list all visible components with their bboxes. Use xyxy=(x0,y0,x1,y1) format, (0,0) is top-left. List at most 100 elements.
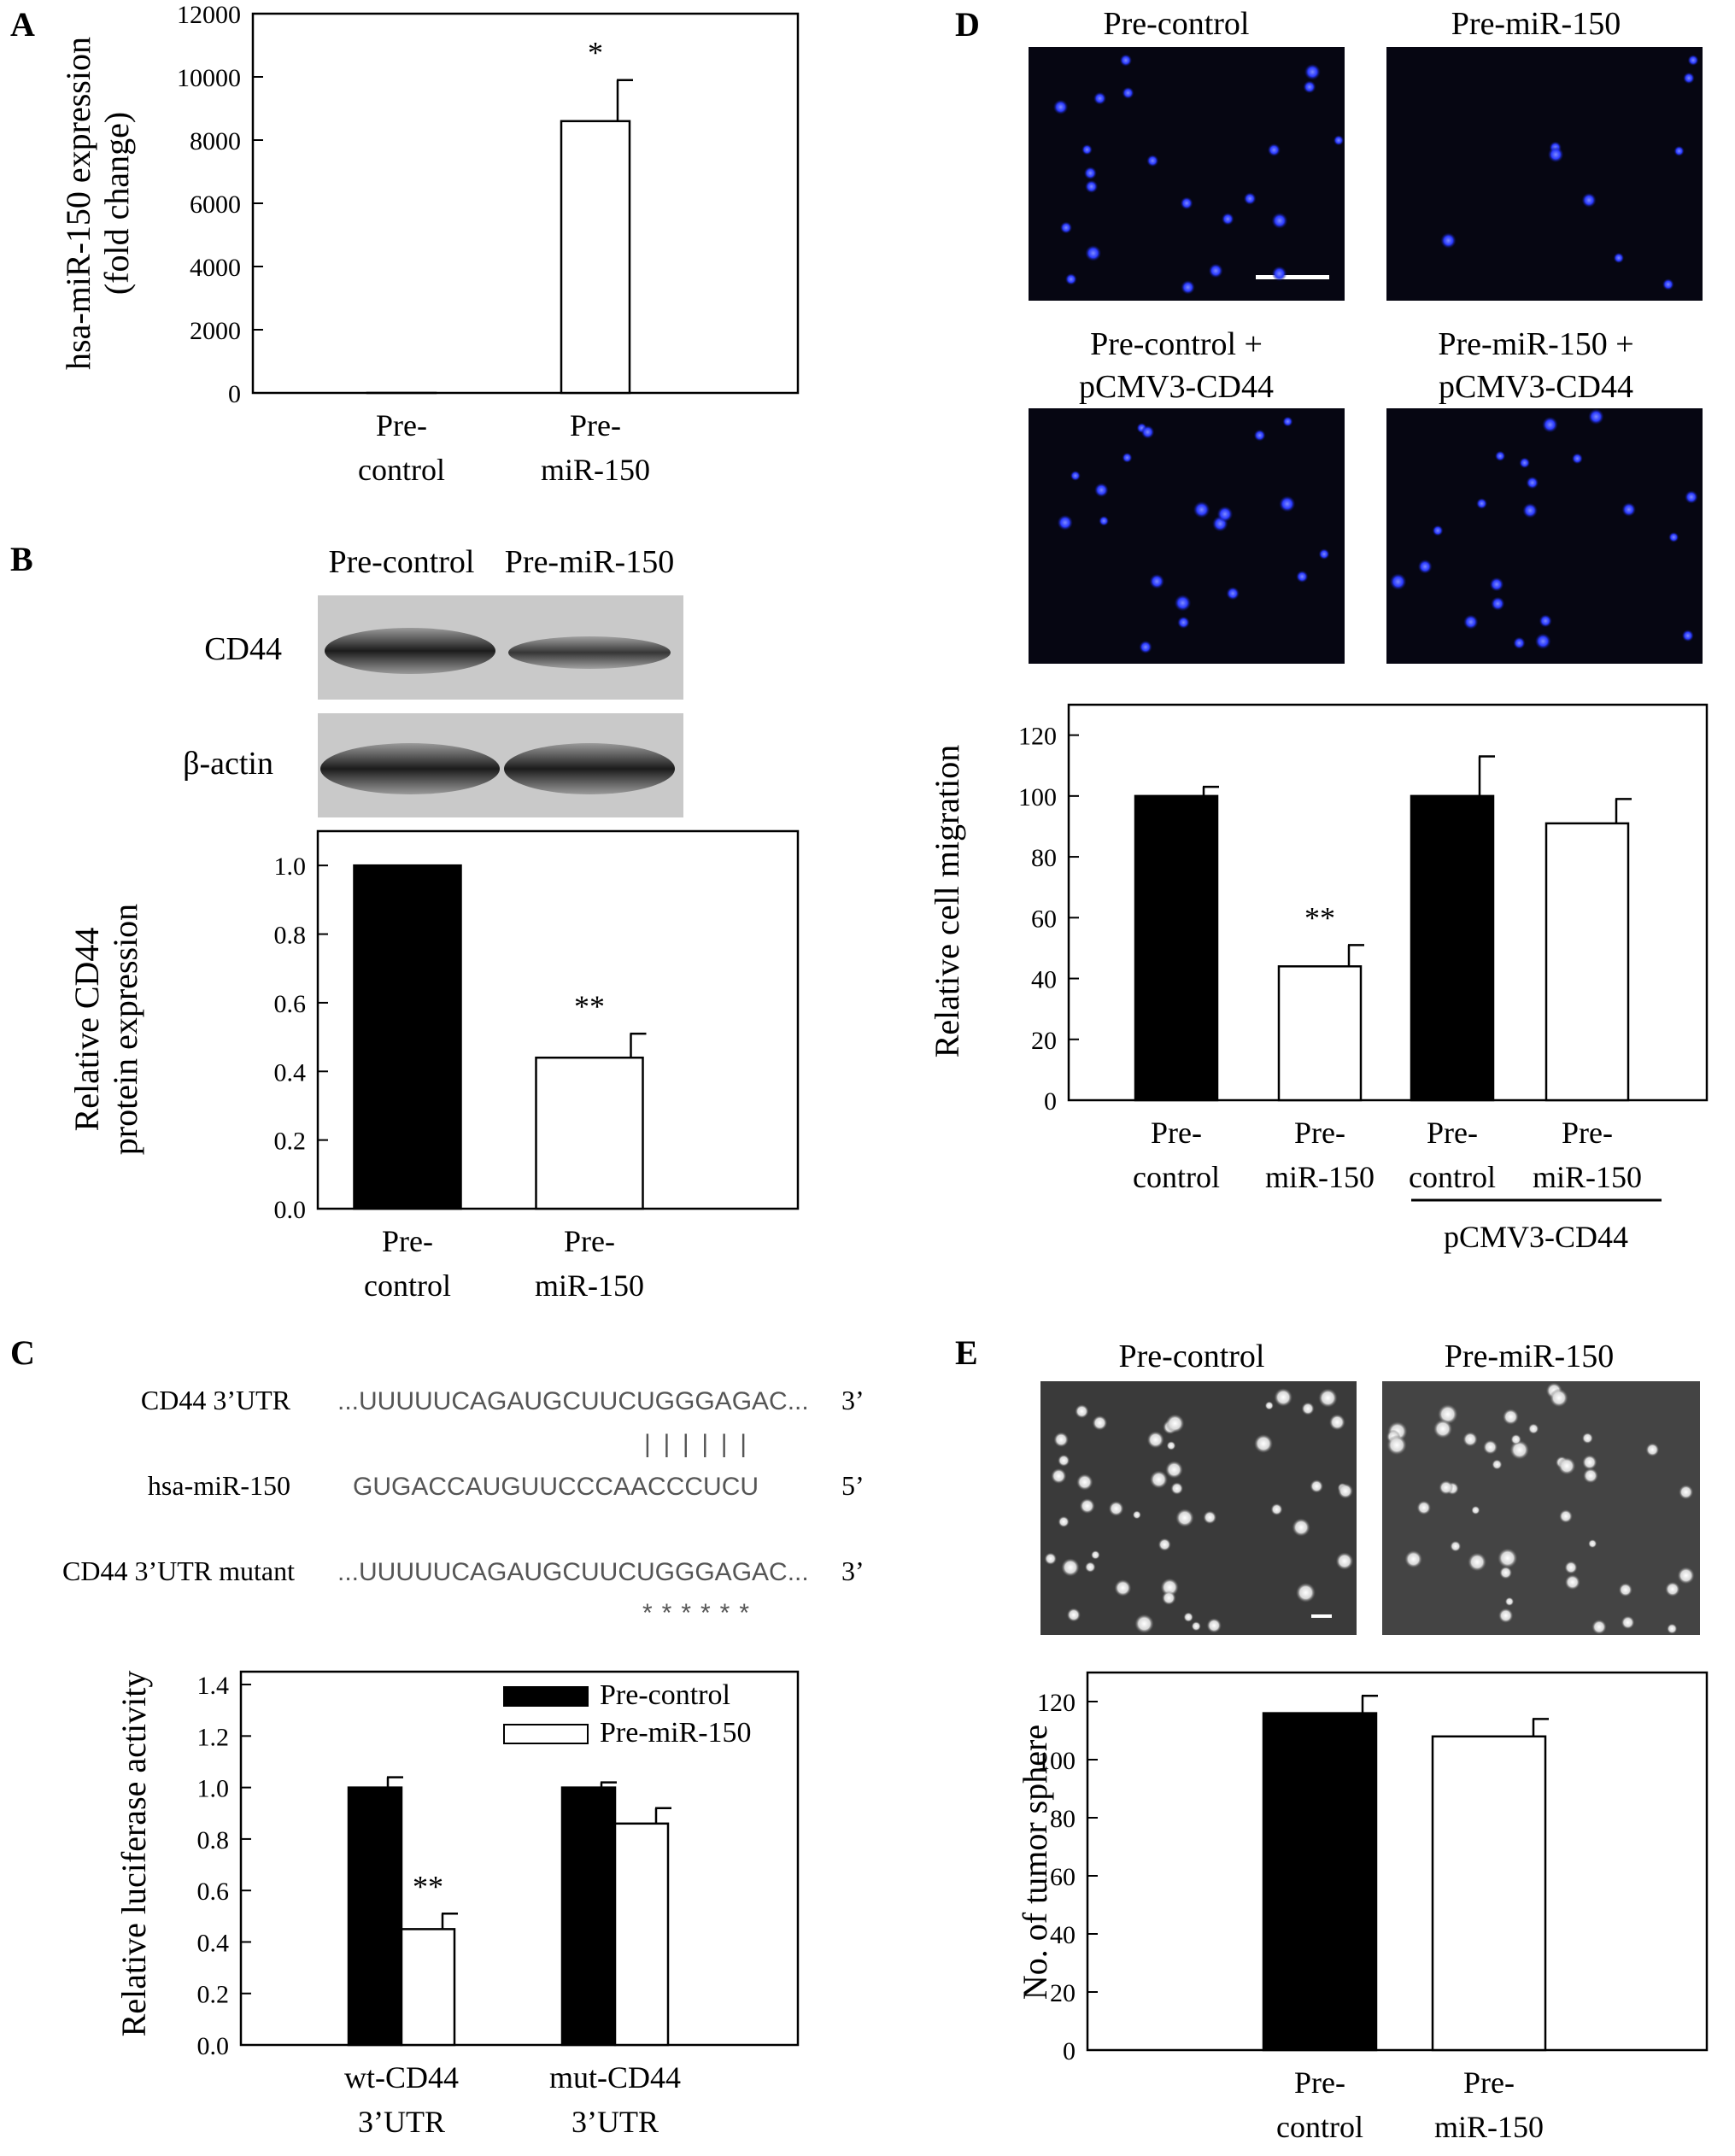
panel-letter-d: D xyxy=(955,5,980,44)
d-dots-dot-2-11 xyxy=(1282,416,1292,426)
e-dots-dot-0-26 xyxy=(1075,1404,1088,1418)
e-dots-dot-0-15 xyxy=(1310,1479,1323,1493)
e-dots-dot-0-3 xyxy=(1080,1498,1095,1514)
e-dots-dot-0-12 xyxy=(1147,1431,1164,1448)
d-dots-dot-0-12 xyxy=(1209,263,1223,278)
d-dots-dot-3-4 xyxy=(1522,503,1538,518)
e-dots-dot-0-11 xyxy=(1274,1388,1292,1407)
chart-d-annotation-1: ** xyxy=(1304,900,1335,934)
panel-letter-b: B xyxy=(10,540,33,578)
d-dots-dot-0-17 xyxy=(1272,266,1287,281)
chart-b-ylabel-1: protein expression xyxy=(106,904,144,1155)
chart-d-xlabel-1-0: Pre- xyxy=(1294,1116,1345,1150)
chart-a-xlabel-1-0: Pre- xyxy=(570,408,621,442)
chart-e-xlabel-1-0: Pre- xyxy=(1463,2065,1515,2100)
e-dots-dot-1-33 xyxy=(1471,1506,1480,1514)
chart-b-xlabel-1-1: miR-150 xyxy=(535,1268,644,1303)
align-end-mir150: 5’ xyxy=(841,1470,865,1501)
e-dots-dot-0-39 xyxy=(1167,1441,1176,1450)
chart-b-xlabel-0-0: Pre- xyxy=(382,1224,433,1258)
d-dots-dot-1-2 xyxy=(1673,146,1684,156)
chart-d-ytick-label-3: 60 xyxy=(1031,905,1057,933)
chart-c-xlabel-1-0: mut-CD44 xyxy=(549,2060,681,2094)
e-dots-dot-1-18 xyxy=(1564,1561,1577,1573)
d-dots-dot-3-12 xyxy=(1463,614,1479,630)
chart-e-ytick-label-0: 0 xyxy=(1063,2037,1076,2065)
align-pairing-bars: |||||| xyxy=(644,1430,747,1458)
chart-a-ylabel-1: (fold change) xyxy=(97,112,136,295)
chart-c-ytick-label-1: 0.2 xyxy=(197,1981,230,2009)
chart-a-ylabel-0: hsa-miR-150 expression xyxy=(59,37,97,370)
e-dots-dot-1-35 xyxy=(1621,1615,1635,1629)
blot-row-actin: β-actin xyxy=(183,746,273,782)
e-dots-dot-1-12 xyxy=(1667,1624,1677,1634)
chart-c-ytick-label-7: 1.4 xyxy=(197,1672,230,1700)
e-dots-dot-1-21 xyxy=(1619,1583,1632,1596)
d-dots-dot-3-17 xyxy=(1526,477,1539,489)
d-dots-dot-0-3 xyxy=(1065,273,1077,285)
d-dots-dot-1-6 xyxy=(1581,193,1596,208)
e-dots-dot-1-25 xyxy=(1582,1432,1593,1444)
chart-d-bar-0 xyxy=(1135,796,1217,1100)
d-dots-dot-1-7 xyxy=(1440,232,1457,249)
e-dots-dot-1-31 xyxy=(1550,1389,1568,1408)
d-dots-dot-0-0 xyxy=(1304,64,1321,80)
sequence-alignment: CD44 3’UTR ...UUUUUCAGAUGCUUCUGGGAGAC...… xyxy=(62,1385,865,1627)
chart-b-bar-0 xyxy=(355,865,461,1209)
e-dots-dot-1-24 xyxy=(1439,1480,1453,1495)
chart-c-bar-1-0 xyxy=(402,1929,454,2045)
align-seq-cd44-utr: ...UUUUUCAGAUGCUUCUGGGAGAC... xyxy=(337,1387,809,1415)
sphere-label-premir150: Pre-miR-150 xyxy=(1445,1339,1614,1374)
d-dots-dot-2-17 xyxy=(1216,506,1233,522)
d-dots-dot-0-1 xyxy=(1303,80,1316,93)
d-dots-dot-3-16 xyxy=(1519,457,1530,468)
d-dots-dot-3-9 xyxy=(1682,630,1694,642)
e-dots-dot-0-8 xyxy=(1058,1455,1070,1467)
d-dots-dot-2-9 xyxy=(1296,571,1308,583)
d-dots-dot-0-2 xyxy=(1181,196,1193,209)
western-blot: Pre-control Pre-miR-150 CD44 β-actin xyxy=(183,544,683,817)
e-dots-dot-0-2 xyxy=(1203,1510,1216,1524)
chart-d-xlabel-0-0: Pre- xyxy=(1151,1116,1202,1150)
d-dots-dot-0-11 xyxy=(1333,135,1344,145)
align-seq-mir150: GUGACCAUGUUCCCAACCCUCU xyxy=(353,1473,759,1501)
chart-d-ytick-label-1: 20 xyxy=(1031,1027,1057,1055)
chart-d-xlabel-2-0: Pre- xyxy=(1427,1116,1478,1150)
e-dots-dot-1-17 xyxy=(1679,1485,1693,1499)
d-dots-dot-0-15 xyxy=(1093,92,1106,105)
align-label-cd44-mutant: CD44 3’UTR mutant xyxy=(62,1555,295,1586)
chart-b-ytick-label-5: 1.0 xyxy=(274,852,307,881)
e-dots-dot-0-32 xyxy=(1133,1510,1141,1519)
e-dots-dot-1-27 xyxy=(1404,1550,1422,1568)
chart-a-ytick-label-3: 6000 xyxy=(190,190,241,219)
d-dots-dot-2-7 xyxy=(1139,641,1152,653)
chart-a-annotation-1: * xyxy=(588,36,603,70)
e-dots-dot-0-42 xyxy=(1270,1503,1282,1515)
e-dots-dot-0-40 xyxy=(1296,1583,1316,1602)
chart-d-ytick-label-4: 80 xyxy=(1031,844,1057,872)
chart-d-xlabel-2-1: control xyxy=(1409,1160,1496,1194)
d-dots-dot-1-5 xyxy=(1683,73,1695,85)
e-dots-dot-0-36 xyxy=(1053,1432,1069,1448)
image-precontrol xyxy=(1029,47,1345,301)
chart-d-group-label: pCMV3-CD44 xyxy=(1444,1220,1628,1254)
d-dots-dot-0-14 xyxy=(1268,144,1281,156)
d-dots-dot-2-13 xyxy=(1193,501,1210,518)
chart-b-ylabel-0: Relative CD44 xyxy=(67,928,106,1132)
d-dots-dot-3-14 xyxy=(1476,498,1487,509)
chart-d-bar-1 xyxy=(1279,966,1361,1100)
image-label-premir150-pcmv-a: Pre-miR-150 + xyxy=(1438,326,1633,362)
e-dots-dot-1-2 xyxy=(1503,1409,1519,1425)
e-dots-dot-0-9 xyxy=(1206,1618,1222,1633)
chart-c-ytick-label-5: 1.0 xyxy=(197,1775,230,1803)
chart-e-plot-frame xyxy=(1087,1673,1707,2050)
chart-d-ylabel-0: Relative cell migration xyxy=(928,745,966,1058)
chart-d-xlabel-1-1: miR-150 xyxy=(1265,1160,1375,1194)
blot-header-precontrol: Pre-control xyxy=(329,544,475,580)
e-dots-dot-1-37 xyxy=(1499,1567,1512,1579)
chart-a-xlabel-1-1: miR-150 xyxy=(541,453,650,487)
e-dots-dot-0-4 xyxy=(1091,1550,1100,1560)
e-dots-dot-1-5 xyxy=(1492,1459,1502,1469)
e-dots-dot-0-23 xyxy=(1336,1552,1354,1570)
